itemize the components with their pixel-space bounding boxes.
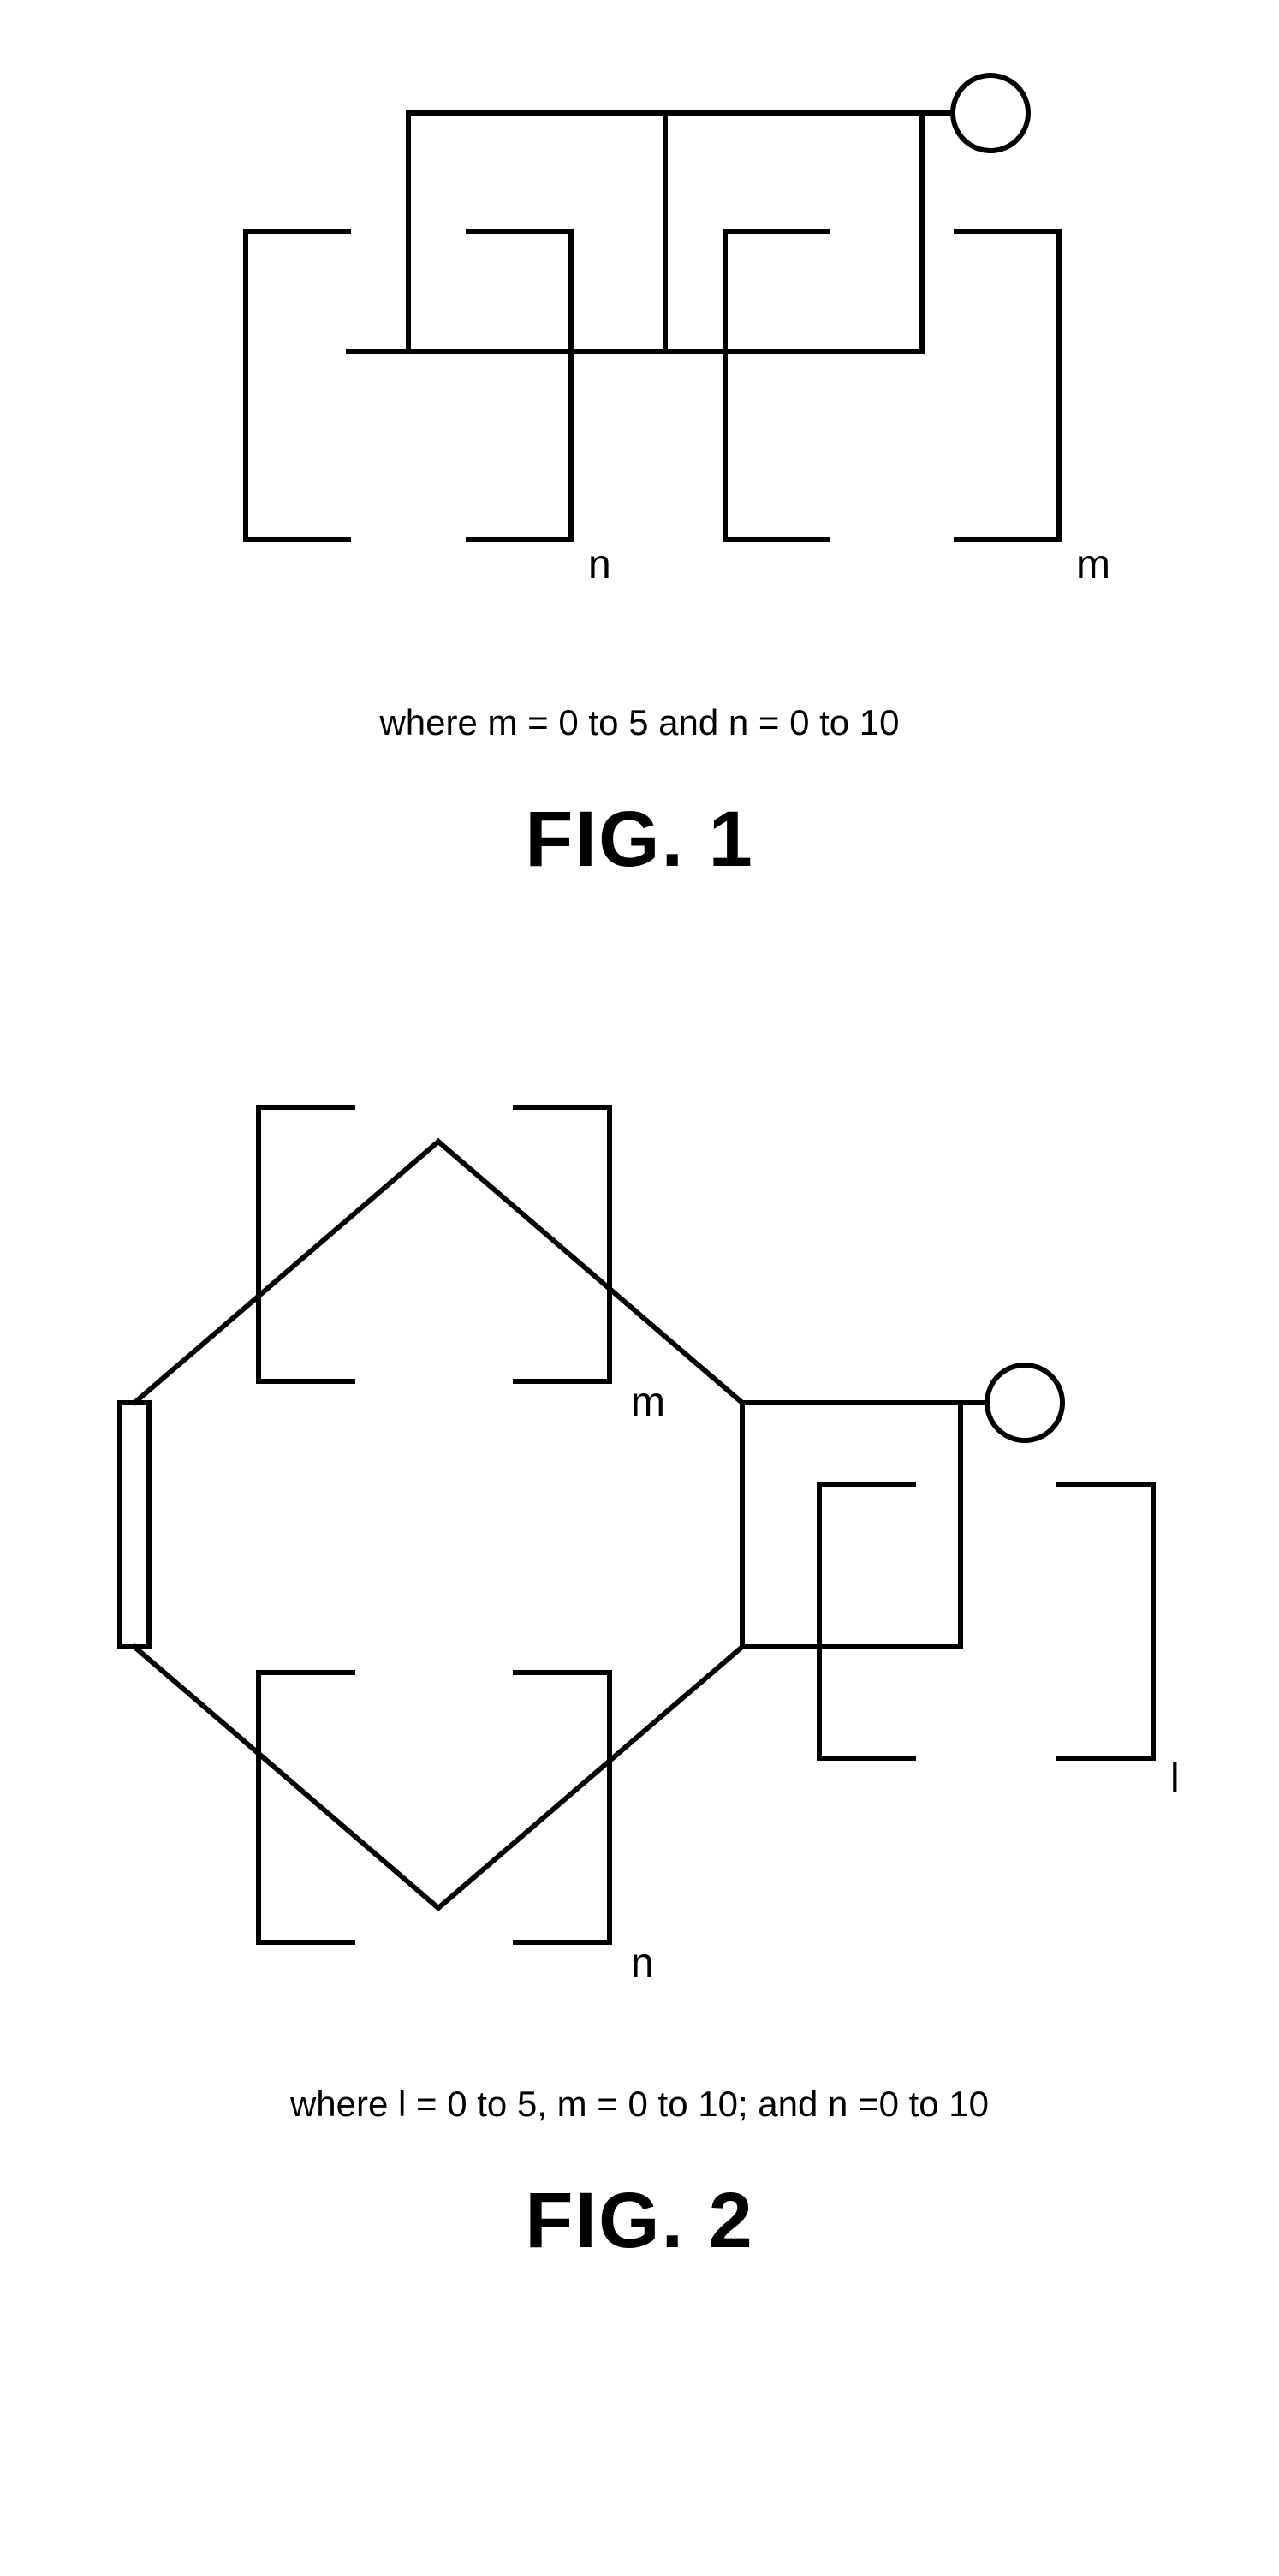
- svg-text:m: m: [1076, 542, 1110, 587]
- spacer: [0, 885, 1279, 1022]
- fig2-label: FIG. 2: [525, 2176, 754, 2266]
- svg-text:l: l: [1170, 1756, 1180, 1802]
- figure-2: m n l where l = 0 to 5, m = 0 to 10; and n…: [0, 1022, 1279, 2266]
- svg-text:n: n: [631, 1941, 654, 1986]
- page: nm where m = 0 to 5 and n = 0 to 10 FIG.…: [0, 0, 1279, 2369]
- svg-text:n: n: [588, 542, 611, 587]
- fig1-caption: where m = 0 to 5 and n = 0 to 10: [379, 702, 899, 743]
- fig2-diagram: m n l: [40, 1022, 1239, 2049]
- figure-1: nm where m = 0 to 5 and n = 0 to 10 FIG.…: [0, 51, 1279, 885]
- fig1-diagram: nm: [126, 51, 1153, 668]
- svg-text:m: m: [631, 1380, 665, 1425]
- fig2-caption: where l = 0 to 5, m = 0 to 10; and n =0 …: [290, 2084, 989, 2125]
- fig1-label: FIG. 1: [525, 795, 754, 885]
